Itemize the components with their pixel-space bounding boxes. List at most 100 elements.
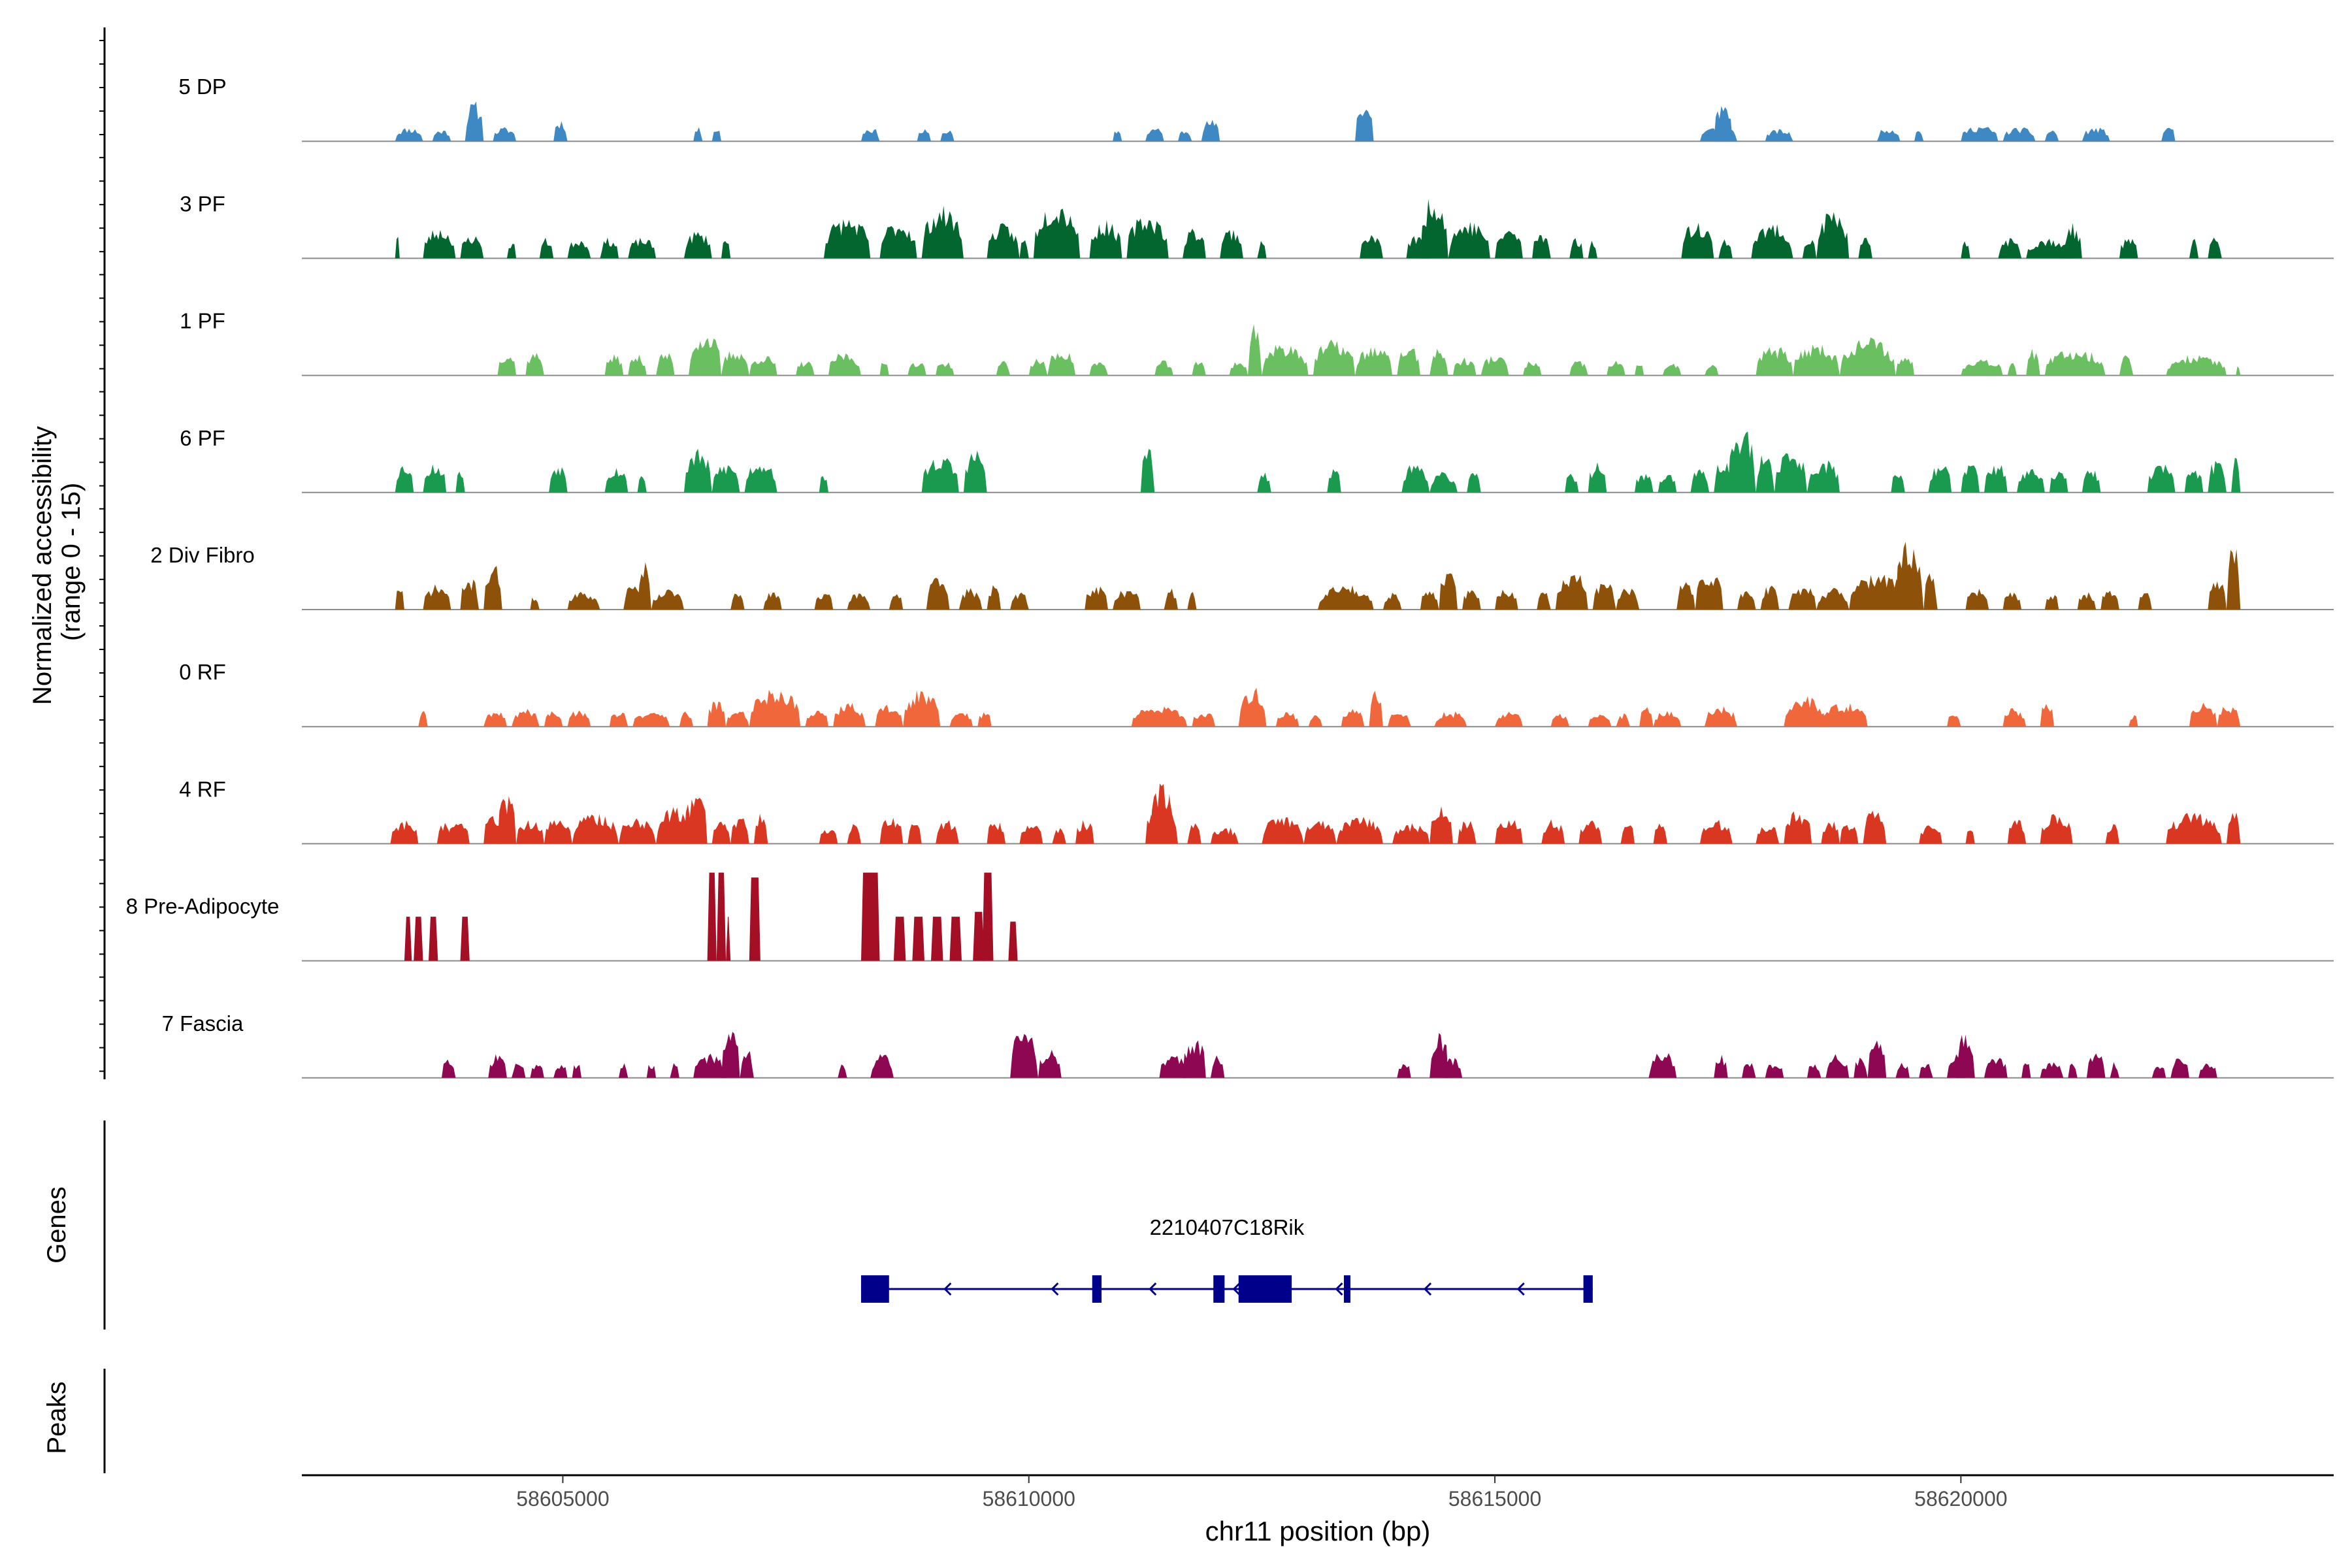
coverage-peak (1961, 127, 1999, 142)
coverage-peak (465, 101, 484, 142)
coverage-peak (2147, 465, 2176, 493)
coverage-peak (1569, 238, 1584, 259)
coverage-tracks: 5 DP 3 PF 1 PF 6 PF 2 Div Fibro 0 RF 4 RF 8 Pre… (126, 74, 2334, 1079)
coverage-peak (1635, 474, 1654, 493)
coverage-peak (1159, 1056, 1188, 1078)
coverage-peak (949, 713, 973, 727)
coverage-peak (1653, 823, 1667, 844)
coverage-peak (987, 223, 1020, 259)
coverage-peak (1541, 819, 1565, 844)
coverage-peak (958, 588, 983, 610)
coverage-peak (404, 917, 412, 961)
coverage-peak (2082, 127, 2110, 142)
coverage-peak (1392, 823, 1430, 844)
coverage-peak (1984, 1058, 2008, 1078)
coverage-peak (1690, 469, 1710, 493)
coverage-peak (539, 237, 554, 259)
coverage-peak (2166, 813, 2222, 844)
coverage-peak (1784, 696, 1826, 727)
coverage-peak (1434, 711, 1467, 727)
coverage-peak (1085, 586, 1108, 610)
coverage-peak (1658, 475, 1677, 493)
coverage-peak (1443, 1058, 1463, 1078)
coverage-peak (395, 591, 404, 610)
coverage-peak (395, 237, 400, 259)
coverage-peak (2026, 348, 2040, 376)
coverage-peak (2002, 592, 2022, 610)
track-label: 5 DP (178, 74, 226, 99)
coverage-peak (609, 712, 629, 727)
coverage-peak (418, 711, 428, 727)
coverage-peak (683, 448, 712, 493)
coverage-peak (2040, 814, 2073, 844)
coverage-peak (936, 820, 959, 844)
coverage-peak (1187, 823, 1201, 844)
coverage-peak (2007, 819, 2027, 844)
coverage-peak (730, 593, 745, 610)
coverage-peak (1961, 465, 1980, 493)
coverage-peak (1588, 462, 1607, 493)
strand-arrow (943, 1282, 952, 1296)
coverage-peak (1429, 1033, 1448, 1078)
coverage-peak (632, 713, 670, 727)
coverage-peak (446, 823, 470, 844)
x-tick-label: 58615000 (1448, 1487, 1541, 1511)
coverage-peak (1257, 240, 1267, 259)
coverage-peak (395, 128, 423, 142)
coverage-peak (1452, 357, 1477, 376)
coverage-peak (516, 820, 544, 844)
coverage-peak (814, 594, 834, 610)
coverage-peak (936, 362, 955, 376)
coverage-peak (1839, 337, 1896, 376)
coverage-peak (2044, 130, 2059, 142)
coverage-peak (1592, 583, 1616, 610)
coverage-peak (656, 353, 675, 376)
coverage-peak (693, 1053, 727, 1078)
coverage-peak (488, 1054, 507, 1078)
strand-arrow (1516, 1282, 1525, 1296)
coverage-peak (1089, 362, 1108, 376)
coverage-peak (749, 877, 760, 961)
coverage-peak (1825, 1054, 1850, 1078)
coverage-peak (1774, 453, 1807, 493)
coverage-peak (1210, 827, 1239, 844)
coverage-peak (1877, 129, 1901, 142)
coverage-peak (1956, 1034, 1975, 1078)
coverage-peak (749, 356, 777, 376)
coverage-peak (1178, 131, 1192, 142)
coverage-peak (2208, 581, 2227, 610)
coverage-peak (861, 872, 880, 961)
coverage-peak (875, 704, 904, 727)
x-tick-label: 58605000 (516, 1487, 609, 1511)
strand-arrow (1149, 1282, 1157, 1296)
coverage-peak (1336, 817, 1383, 844)
coverage-peak (2138, 593, 2152, 610)
coverage-peak (1262, 817, 1304, 844)
coverage-peak (879, 226, 917, 259)
x-axis: 58605000 58610000 58615000 58620000 (302, 1474, 2334, 1511)
coverage-peak (711, 821, 731, 844)
coverage-peak (847, 824, 861, 844)
coverage-peak (628, 237, 657, 259)
track-7-fascia: 7 Fascia (162, 1011, 2334, 1079)
coverage-peak (693, 127, 703, 142)
coverage-peak (707, 701, 727, 727)
coverage-peak (1821, 821, 1840, 844)
genes-panel-label: Genes (42, 1186, 71, 1264)
track-2-div-fibro: 2 Div Fibro (150, 542, 2334, 610)
peaks-panel-label: Peaks (42, 1381, 71, 1454)
coverage-peak (1756, 455, 1774, 493)
coverage-peak (1742, 1063, 1756, 1078)
coverage-peak (1928, 466, 1952, 493)
gene-name-label: 2210407C18Rik (1150, 1215, 1305, 1239)
coverage-peak (1047, 353, 1076, 376)
coverage-peak (455, 471, 465, 493)
coverage-peak (1550, 713, 1570, 727)
coverage-peak (996, 361, 1011, 376)
coverage-peak (572, 813, 619, 844)
coverage-peak (493, 127, 517, 142)
coverage-peak (2082, 470, 2101, 493)
coverage-peak (819, 476, 828, 493)
coverage-peak (833, 703, 866, 727)
coverage-peak (977, 712, 992, 727)
